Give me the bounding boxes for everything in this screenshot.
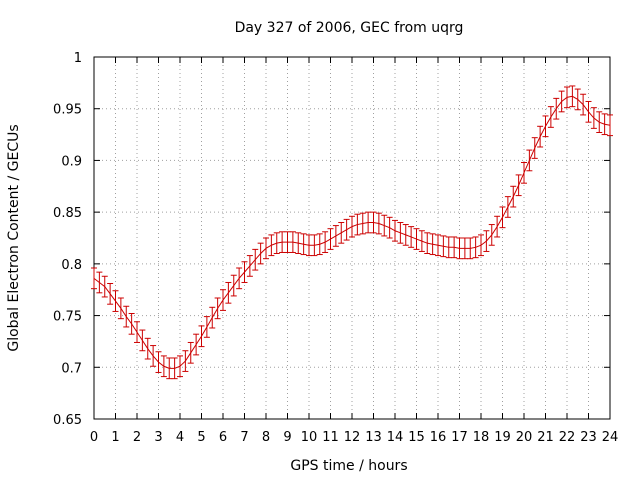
y-tick-label: 0.9	[61, 154, 82, 169]
x-tick-label: 3	[154, 430, 162, 445]
x-tick-label: 14	[387, 430, 404, 445]
y-tick-label: 0.95	[53, 103, 82, 118]
x-tick-label: 19	[494, 430, 511, 445]
x-tick-label: 15	[408, 430, 425, 445]
data-point	[91, 267, 97, 290]
x-tick-label: 1	[111, 430, 119, 445]
y-tick-label: 1	[74, 51, 82, 66]
series-line	[93, 95, 611, 369]
x-tick-label: 20	[516, 430, 533, 445]
x-tick-label: 10	[301, 430, 318, 445]
x-tick-label: 13	[365, 430, 382, 445]
data-series	[91, 85, 613, 380]
chart-title: Day 327 of 2006, GEC from uqrg	[235, 20, 464, 36]
x-tick-label: 0	[90, 430, 98, 445]
x-tick-label: 23	[580, 430, 597, 445]
x-tick-label: 7	[240, 430, 248, 445]
y-tick-label: 0.65	[53, 413, 82, 428]
x-axis-ticks: 0 1 2 3 4 5 6 7 8 9 10 11 12 13 14 15 16 17 18 19 20 21 22 23 24	[90, 57, 618, 445]
x-tick-label: 21	[537, 430, 554, 445]
x-tick-label: 17	[451, 430, 468, 445]
x-tick-label: 12	[344, 430, 361, 445]
x-tick-label: 8	[262, 430, 270, 445]
x-tick-label: 2	[133, 430, 141, 445]
x-tick-label: 11	[322, 430, 339, 445]
y-tick-label: 0.7	[61, 361, 82, 376]
grid-lines	[94, 57, 610, 419]
x-tick-label: 5	[197, 430, 205, 445]
y-tick-label: 0.75	[53, 310, 82, 325]
x-tick-label: 22	[559, 430, 576, 445]
y-axis-label: Global Electron Content / GECUs	[6, 124, 22, 351]
y-tick-label: 0.85	[53, 206, 82, 221]
x-tick-label: 4	[176, 430, 184, 445]
x-tick-label: 24	[602, 430, 619, 445]
x-axis-label: GPS time / hours	[290, 458, 407, 474]
x-tick-label: 16	[430, 430, 447, 445]
x-tick-label: 18	[473, 430, 490, 445]
y-axis-ticks: 0.65 0.7 0.75 0.8 0.85 0.9 0.95 1	[53, 51, 610, 428]
data-point	[607, 114, 613, 137]
x-tick-label: 9	[283, 430, 291, 445]
y-tick-label: 0.8	[61, 258, 82, 273]
x-tick-label: 6	[219, 430, 227, 445]
